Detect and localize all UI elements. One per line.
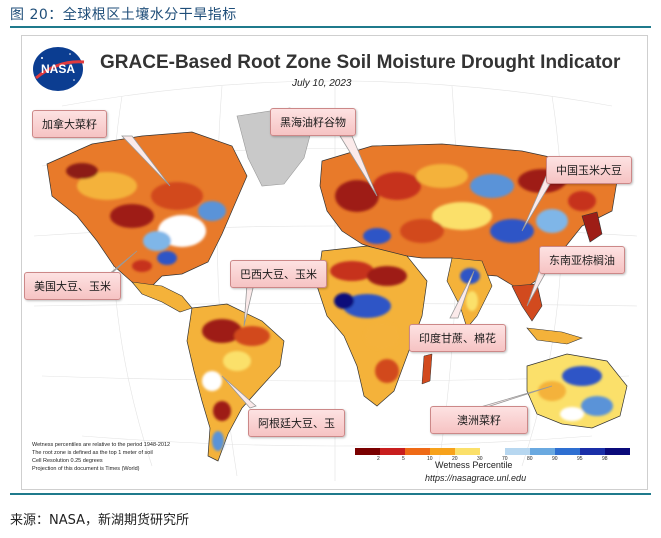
top-rule [10, 26, 651, 28]
legend-tick-label: 80 [527, 456, 533, 462]
legend-swatch [455, 448, 480, 455]
south-america [186, 303, 285, 462]
legend-swatch [430, 448, 455, 455]
legend-swatch [480, 448, 505, 455]
africa [316, 245, 433, 407]
north-america [46, 131, 248, 313]
figure-source: 来源：NASA，新湖期货研究所 [10, 513, 190, 528]
source-url: https://nasagrace.unl.edu [425, 473, 527, 483]
legend-tick-label: 20 [452, 456, 458, 462]
legend-swatch [580, 448, 605, 455]
callout-southeast-asia-palm-oil: 东南亚棕榈油 [539, 246, 625, 274]
callout-brazil-soybean-corn: 巴西大豆、玉米 [230, 260, 327, 288]
legend-tick-label: 30 [477, 456, 483, 462]
australia [526, 353, 628, 429]
callout-argentina-soybean-corn: 阿根廷大豆、玉 [248, 409, 345, 437]
callout-china-corn-soybean: 中国玉米大豆 [546, 156, 632, 184]
map-panel: NASA GRACE-Based Root Zone Soil Moisture… [21, 35, 648, 490]
svg-text:NASA: NASA [41, 62, 75, 76]
legend-swatch [555, 448, 580, 455]
legend-label: Wetness Percentile [435, 460, 513, 470]
legend-swatch [530, 448, 555, 455]
legend-swatch [405, 448, 430, 455]
legend-ticks: 2 5 10 20 30 70 80 90 95 98 [355, 455, 630, 463]
map-title: GRACE-Based Root Zone Soil Moisture Drou… [100, 52, 621, 73]
legend-swatch [505, 448, 530, 455]
map-date: July 10, 2023 [292, 78, 352, 89]
wetness-legend: 2 5 10 20 30 70 80 90 95 98 [355, 448, 630, 463]
callout-australia-canola: 澳洲菜籽 [430, 406, 528, 434]
note-line: The root zone is defined as the top 1 me… [32, 450, 153, 456]
legend-tick-label: 10 [427, 456, 433, 462]
legend-tick-label: 5 [402, 456, 405, 462]
note-line: Wetness percentiles are relative to the … [32, 442, 171, 448]
legend-color-bar [355, 448, 630, 455]
callout-us-soybean-corn: 美国大豆、玉米 [24, 272, 121, 300]
callout-canada-canola: 加拿大菜籽 [32, 110, 107, 138]
callout-black-sea-oilseed-grain: 黑海油籽谷物 [270, 108, 356, 136]
legend-swatch [355, 448, 380, 455]
figure-title: 图 20：全球根区土壤水分干旱指标 [10, 7, 237, 23]
map-notes: Wetness percentiles are relative to the … [32, 441, 170, 473]
legend-swatch [605, 448, 630, 455]
callout-india-sugarcane-cotton: 印度甘蔗、棉花 [409, 324, 506, 352]
note-line: Cell Resolution 0.25 degrees [32, 458, 103, 464]
legend-tick-label: 2 [377, 456, 380, 462]
note-line: Projection of this document is Times (Wo… [32, 466, 140, 472]
bottom-rule [10, 493, 651, 495]
legend-swatch [380, 448, 405, 455]
legend-tick-label: 98 [602, 456, 608, 462]
legend-tick-label: 90 [552, 456, 558, 462]
nasa-logo: NASA [33, 47, 85, 91]
legend-tick-label: 95 [577, 456, 583, 462]
legend-tick-label: 70 [502, 456, 508, 462]
